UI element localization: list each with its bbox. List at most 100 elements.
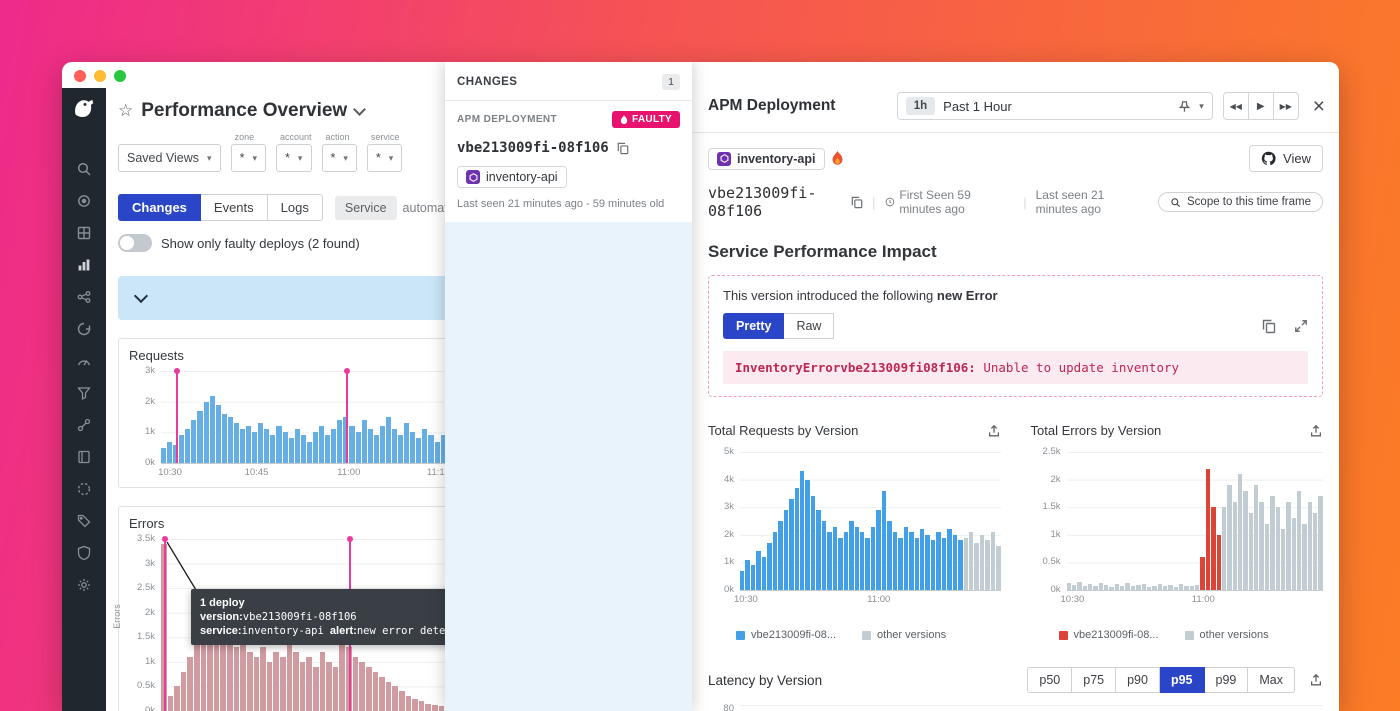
time-range-selector[interactable]: 1h Past 1 Hour ▾ — [896, 92, 1213, 120]
skip-forward-button[interactable]: ▶▶ — [1272, 93, 1298, 119]
last-seen-text: Last seen 21 minutes ago - 59 minutes ol… — [457, 198, 665, 210]
service-chip-inventory-api[interactable]: inventory-api — [708, 147, 825, 170]
caret-down-icon[interactable]: ▾ — [1199, 100, 1204, 111]
zone-filter-select[interactable]: * ▾ — [230, 144, 266, 172]
total-requests-chart-section: Total Requests by Version 5k 4k 3k 2k 1k 0k 1… — [708, 423, 1001, 641]
tab-changes[interactable]: Changes — [118, 194, 201, 221]
legend-swatch — [1184, 630, 1194, 640]
watchdog-icon[interactable] — [76, 193, 92, 209]
p90-button[interactable]: p90 — [1116, 667, 1160, 693]
percentile-buttons: p50 p75 p90 p95 p99 Max — [1027, 667, 1295, 693]
error-intro-text: This version introduced the following ne… — [723, 288, 998, 303]
p75-button[interactable]: p75 — [1072, 667, 1117, 693]
account-filter-select[interactable]: * ▾ — [275, 144, 312, 172]
requests-chart-plot[interactable] — [161, 368, 464, 464]
export-icon[interactable] — [1309, 673, 1323, 687]
export-icon[interactable] — [987, 424, 1001, 438]
faulty-badge: FAULTY — [612, 111, 680, 128]
page-title-row: ☆ Performance Overview — [118, 100, 445, 122]
action-filter-select[interactable]: * ▾ — [321, 144, 357, 172]
changes-panel: CHANGES 1 APM DEPLOYMENT FAULTY vbe21300… — [445, 62, 692, 711]
pretty-tab[interactable]: Pretty — [723, 313, 785, 339]
funnel-icon[interactable] — [76, 385, 92, 401]
latency-plot[interactable] — [740, 705, 1323, 711]
infrastructure-icon[interactable] — [76, 225, 92, 241]
notebook-icon[interactable] — [76, 449, 92, 465]
tooltip-connector-line — [166, 541, 197, 591]
chevron-down-icon[interactable] — [353, 102, 367, 116]
metrics-icon[interactable] — [76, 257, 92, 273]
total-errors-chart-section: Total Errors by Version 2.5k 2k 1.5k 1k 0.5k… — [1031, 423, 1324, 641]
apm-service-icon — [717, 151, 731, 166]
faulty-toggle-label: Show only faulty deploys (2 found) — [161, 235, 360, 251]
skip-back-button[interactable]: ◀◀ — [1229, 101, 1242, 111]
apm-gauge-icon[interactable] — [76, 353, 92, 369]
chart-title: Requests — [129, 348, 184, 363]
service-filter-select[interactable]: * ▾ — [366, 144, 403, 172]
view-tabs: Changes Events Logs Service automaticall… — [118, 194, 496, 221]
error-message[interactable]: InventoryErrorvbe213009fi08f106: Unable … — [723, 351, 1308, 384]
clock-icon — [885, 197, 894, 207]
synthetics-icon[interactable] — [76, 321, 92, 337]
latency-title: Latency by Version — [708, 672, 823, 688]
filter-label: account — [279, 132, 312, 142]
requests-chart-card: Requests 3k 2k 1k 0k 10:30 10:45 11:00 11:15 — [118, 338, 475, 488]
timeline-section-header[interactable] — [118, 276, 475, 320]
export-icon[interactable] — [1309, 424, 1323, 438]
saved-views-select[interactable]: Saved Views ▾ — [118, 144, 221, 172]
service-chip-inventory-api[interactable]: inventory-api — [457, 166, 567, 188]
chart-legend: vbe213009fi-08... other versions — [1031, 629, 1324, 641]
ci-pipeline-icon[interactable] — [76, 481, 92, 497]
scope-time-frame-button[interactable]: Scope to this time frame — [1158, 192, 1323, 212]
y-axis-labels: 80 — [723, 703, 734, 711]
deployment-marker — [174, 368, 181, 463]
play-button[interactable]: ▶ — [1247, 93, 1273, 119]
service-map-icon[interactable] — [76, 417, 92, 433]
total-errors-plot[interactable] — [1066, 452, 1323, 591]
filter-label: service — [370, 132, 400, 142]
security-shield-icon[interactable] — [76, 545, 92, 561]
deployment-version[interactable]: vbe213009fi-08f106 — [708, 184, 817, 220]
caret-down-icon: ▾ — [252, 152, 257, 163]
favorite-star-icon[interactable]: ☆ — [118, 101, 134, 120]
max-button[interactable]: Max — [1248, 667, 1295, 693]
close-window-button[interactable] — [74, 70, 86, 82]
datadog-logo[interactable] — [71, 94, 97, 125]
x-axis-labels: 10:30 11:00 — [734, 594, 891, 605]
pin-icon[interactable] — [1178, 100, 1191, 113]
total-requests-plot[interactable] — [740, 452, 1001, 591]
raw-tab[interactable]: Raw — [784, 313, 835, 339]
github-view-button[interactable]: View — [1249, 145, 1323, 172]
latency-chart[interactable]: 80 — [708, 703, 1323, 711]
legend-swatch — [1058, 630, 1068, 640]
p99-button[interactable]: p99 — [1204, 667, 1249, 693]
errors-chart-plot[interactable]: 1 deploy version:vbe213009fi-08f106 serv… — [161, 536, 471, 711]
settings-gear-icon[interactable] — [76, 577, 92, 593]
faulty-deploys-toggle[interactable] — [118, 234, 152, 252]
fullscreen-icon[interactable] — [1294, 319, 1308, 334]
p95-button[interactable]: p95 — [1159, 667, 1205, 693]
x-axis-labels: 10:30 11:00 — [1060, 594, 1215, 605]
copy-icon[interactable] — [1262, 319, 1276, 334]
search-icon[interactable] — [76, 161, 92, 177]
zoom-window-button[interactable] — [114, 70, 126, 82]
impact-heading: Service Performance Impact — [708, 242, 937, 261]
caret-down-icon: ▾ — [297, 152, 303, 163]
copy-icon[interactable] — [617, 142, 629, 155]
search-icon — [1171, 197, 1181, 207]
tab-events[interactable]: Events — [200, 194, 268, 221]
copy-icon[interactable] — [851, 196, 863, 209]
flame-icon — [620, 114, 628, 124]
close-panel-icon[interactable]: × — [1312, 94, 1325, 118]
p50-button[interactable]: p50 — [1027, 667, 1073, 693]
chart-legend: vbe213009fi-08... other versions — [708, 629, 1001, 641]
minimize-window-button[interactable] — [94, 70, 106, 82]
tab-logs[interactable]: Logs — [267, 194, 323, 221]
tag-icon[interactable] — [76, 513, 92, 529]
network-icon[interactable] — [76, 289, 92, 305]
y-axis-labels: 5k 4k 3k 2k 1k 0k — [723, 446, 734, 595]
chart-title: Total Requests by Version — [708, 423, 859, 438]
deployment-version[interactable]: vbe213009fi-08f106 — [457, 140, 609, 156]
time-range-short: 1h — [905, 97, 936, 115]
